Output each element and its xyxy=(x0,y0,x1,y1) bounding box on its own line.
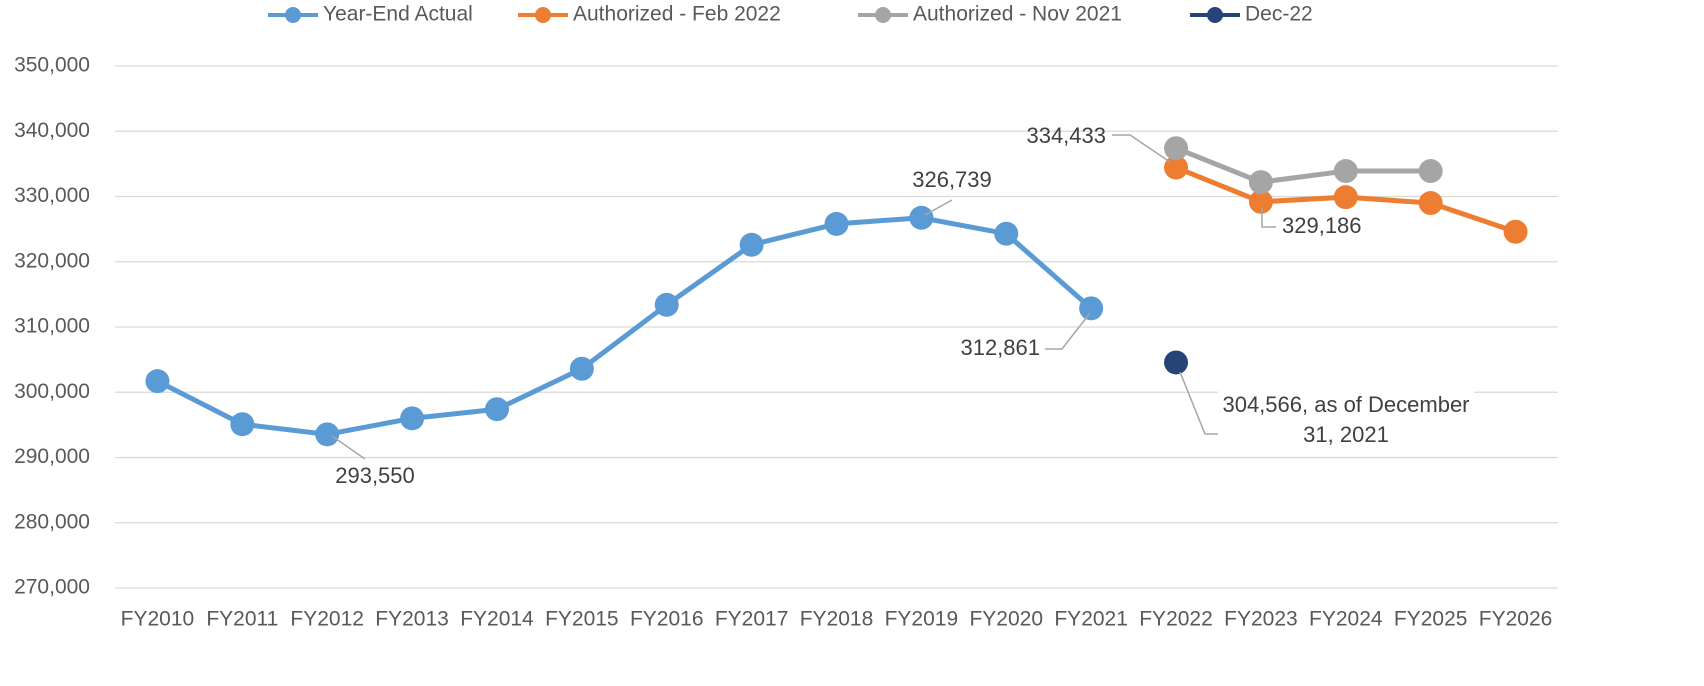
data-point xyxy=(230,412,255,437)
data-label: 329,186 xyxy=(1282,213,1362,238)
y-tick-label: 310,000 xyxy=(14,315,90,338)
data-point xyxy=(400,406,425,431)
x-tick-label: FY2023 xyxy=(1224,608,1298,631)
x-tick-label: FY2012 xyxy=(290,608,364,631)
x-tick-label: FY2017 xyxy=(715,608,789,631)
legend-label: Year-End Actual xyxy=(323,3,473,26)
legend-label: Authorized - Feb 2022 xyxy=(573,3,781,26)
data-point xyxy=(1079,296,1104,321)
x-tick-label: FY2021 xyxy=(1054,608,1128,631)
data-label: 312,861 xyxy=(960,335,1040,360)
legend-label: Dec-22 xyxy=(1245,3,1313,26)
data-point xyxy=(1333,185,1358,210)
x-tick-label: FY2011 xyxy=(206,608,278,631)
legend-label: Authorized - Nov 2021 xyxy=(913,3,1122,26)
legend-marker xyxy=(1207,7,1223,23)
y-tick-label: 290,000 xyxy=(14,445,90,468)
x-tick-label: FY2015 xyxy=(545,608,619,631)
x-tick-label: FY2025 xyxy=(1394,608,1468,631)
leader-line xyxy=(331,435,366,460)
leader-line xyxy=(1179,371,1220,435)
x-tick-label: FY2010 xyxy=(121,608,195,631)
leader-line xyxy=(1112,134,1171,163)
data-point xyxy=(1164,136,1189,161)
y-tick-label: 300,000 xyxy=(14,380,90,403)
x-tick-label: FY2024 xyxy=(1309,608,1383,631)
data-point xyxy=(145,369,170,394)
data-point xyxy=(994,221,1019,246)
legend-marker xyxy=(875,7,891,23)
x-tick-label: FY2018 xyxy=(800,608,874,631)
data-point xyxy=(824,211,849,236)
data-point xyxy=(1333,159,1358,184)
legend-marker xyxy=(535,7,551,23)
data-label: 334,433 xyxy=(1026,123,1106,148)
data-point xyxy=(654,292,679,317)
leader-line xyxy=(924,199,953,216)
data-point xyxy=(1503,219,1528,244)
x-tick-label: FY2013 xyxy=(375,608,449,631)
data-point xyxy=(1164,350,1189,375)
data-point xyxy=(1418,191,1443,216)
series-line xyxy=(156,215,1093,437)
data-point xyxy=(569,356,594,381)
data-point xyxy=(909,205,934,230)
x-tick-label: FY2019 xyxy=(885,608,959,631)
legend-marker xyxy=(285,7,301,23)
data-point xyxy=(315,422,340,447)
y-tick-label: 330,000 xyxy=(14,184,90,207)
x-tick-label: FY2016 xyxy=(630,608,704,631)
data-point xyxy=(1248,189,1273,214)
data-label: 293,550 xyxy=(335,463,415,488)
data-point xyxy=(1248,170,1273,195)
data-point xyxy=(739,232,764,257)
x-tick-label: FY2022 xyxy=(1139,608,1213,631)
y-tick-label: 270,000 xyxy=(14,576,90,599)
leader-line xyxy=(1045,312,1091,350)
data-label: 304,566, as of December 31, 2021 xyxy=(1218,390,1474,450)
y-tick-label: 280,000 xyxy=(14,510,90,533)
data-point xyxy=(484,397,509,422)
data-point xyxy=(1418,159,1443,184)
x-tick-label: FY2026 xyxy=(1479,608,1553,631)
y-tick-label: 320,000 xyxy=(14,249,90,272)
y-tick-label: 350,000 xyxy=(14,54,90,77)
x-tick-label: FY2020 xyxy=(969,608,1043,631)
leader-line xyxy=(1261,208,1276,228)
series-line xyxy=(1175,145,1431,185)
data-label: 326,739 xyxy=(912,167,992,192)
y-tick-label: 340,000 xyxy=(14,119,90,142)
x-tick-label: FY2014 xyxy=(460,608,534,631)
